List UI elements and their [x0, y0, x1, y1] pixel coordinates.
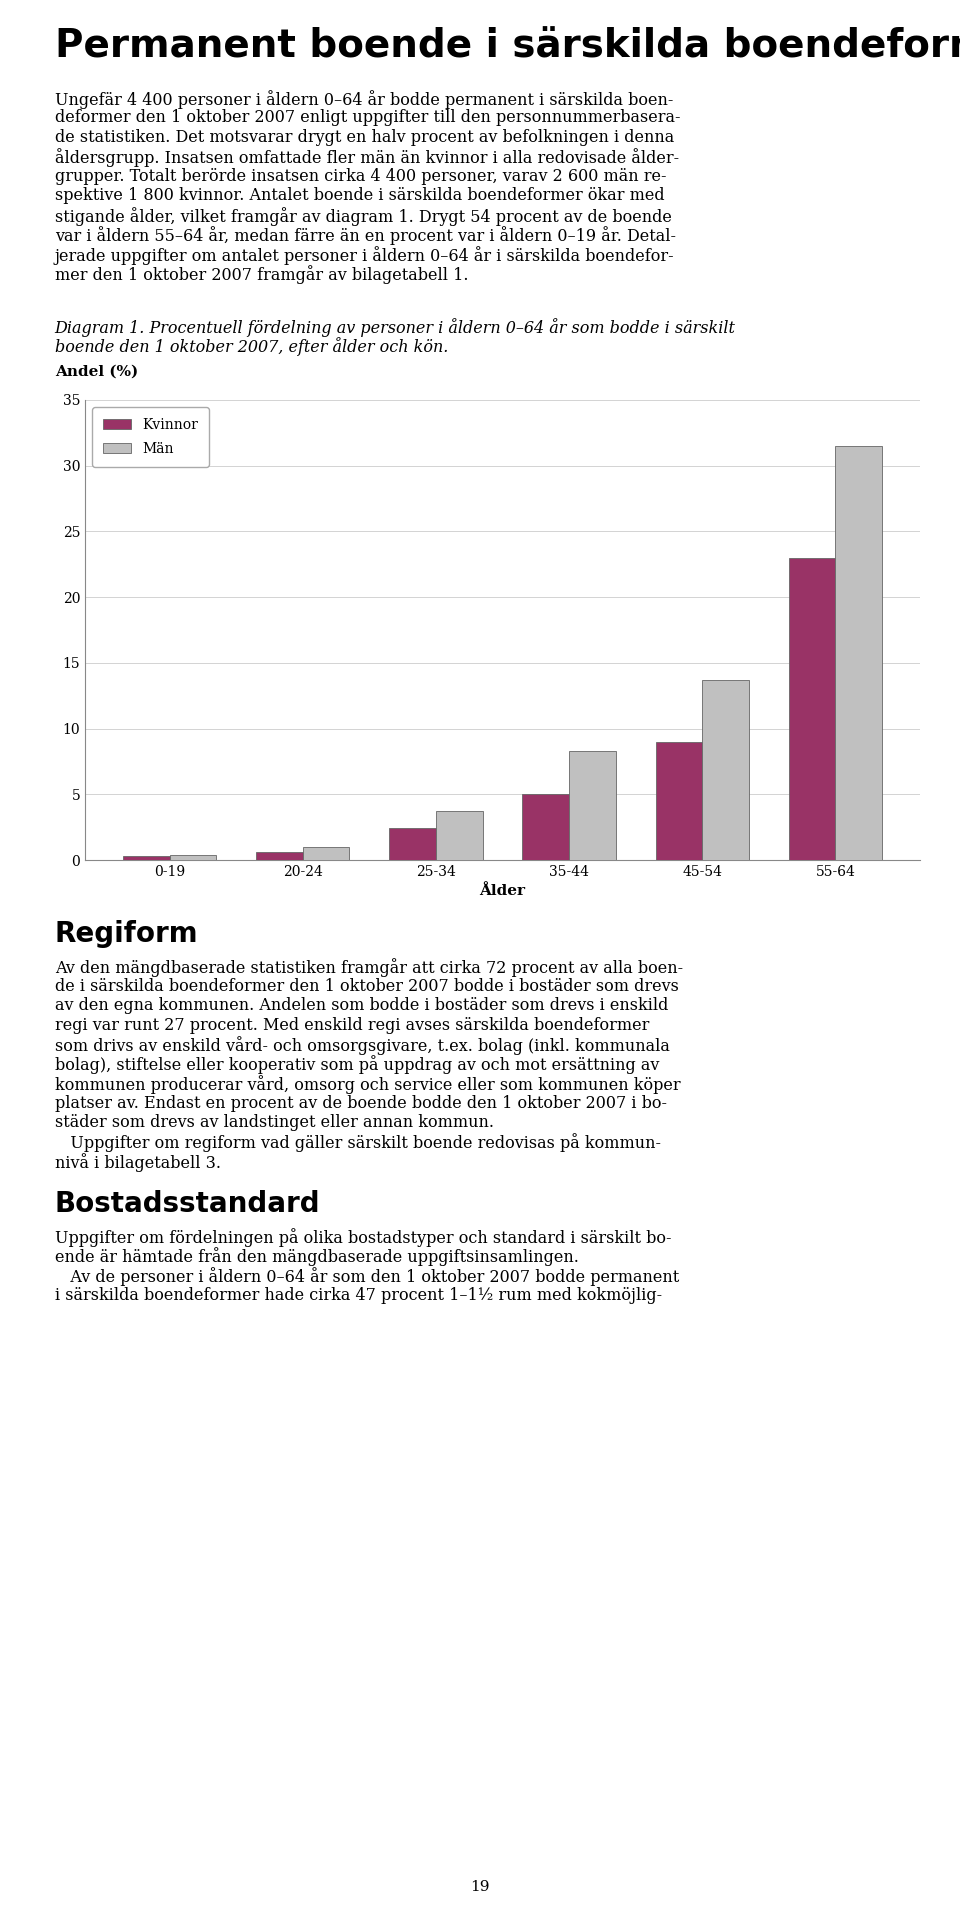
Text: deformer den 1 oktober 2007 enligt uppgifter till den personnummerbasera-: deformer den 1 oktober 2007 enligt uppgi…: [55, 109, 681, 126]
Text: boende den 1 oktober 2007, efter ålder och kön.: boende den 1 oktober 2007, efter ålder o…: [55, 338, 448, 357]
Text: Av de personer i åldern 0–64 år som den 1 oktober 2007 bodde permanent: Av de personer i åldern 0–64 år som den …: [55, 1266, 679, 1285]
Text: 19: 19: [470, 1879, 490, 1895]
Text: Ungefär 4 400 personer i åldern 0–64 år bodde permanent i särskilda boen-: Ungefär 4 400 personer i åldern 0–64 år …: [55, 90, 673, 109]
Text: av den egna kommunen. Andelen som bodde i bostäder som drevs i enskild: av den egna kommunen. Andelen som bodde …: [55, 997, 668, 1014]
Text: var i åldern 55–64 år, medan färre än en procent var i åldern 0–19 år. Detal-: var i åldern 55–64 år, medan färre än en…: [55, 227, 676, 244]
Text: ende är hämtade från den mängdbaserade uppgiftsinsamlingen.: ende är hämtade från den mängdbaserade u…: [55, 1247, 579, 1266]
Text: kommunen producerar vård, omsorg och service eller som kommunen köper: kommunen producerar vård, omsorg och ser…: [55, 1075, 681, 1094]
Text: stigande ålder, vilket framgår av diagram 1. Drygt 54 procent av de boende: stigande ålder, vilket framgår av diagra…: [55, 206, 672, 225]
Text: städer som drevs av landstinget eller annan kommun.: städer som drevs av landstinget eller an…: [55, 1114, 493, 1131]
X-axis label: Ålder: Ålder: [479, 884, 525, 898]
Text: de statistiken. Det motsvarar drygt en halv procent av befolkningen i denna: de statistiken. Det motsvarar drygt en h…: [55, 130, 674, 145]
Text: åldersgrupp. Insatsen omfattade fler män än kvinnor i alla redovisade ålder-: åldersgrupp. Insatsen omfattade fler män…: [55, 149, 679, 168]
Bar: [569, 751, 615, 860]
Bar: [170, 856, 216, 860]
Bar: [123, 856, 170, 860]
Text: Bostadsstandard: Bostadsstandard: [55, 1190, 321, 1219]
Text: Regiform: Regiform: [55, 921, 199, 947]
Bar: [703, 680, 749, 860]
Bar: [656, 741, 703, 860]
Text: grupper. Totalt berörde insatsen cirka 4 400 personer, varav 2 600 män re-: grupper. Totalt berörde insatsen cirka 4…: [55, 168, 666, 185]
Text: platser av. Endast en procent av de boende bodde den 1 oktober 2007 i bo-: platser av. Endast en procent av de boen…: [55, 1094, 666, 1112]
Bar: [522, 795, 569, 860]
Bar: [256, 852, 302, 860]
Text: Av den mängdbaserade statistiken framgår att cirka 72 procent av alla boen-: Av den mängdbaserade statistiken framgår…: [55, 959, 683, 976]
Bar: [835, 447, 882, 860]
Text: Andel (%): Andel (%): [55, 365, 138, 378]
Text: bolag), stiftelse eller kooperativ som på uppdrag av och mot ersättning av: bolag), stiftelse eller kooperativ som p…: [55, 1056, 660, 1075]
Text: Permanent boende i särskilda boendeformer: Permanent boende i särskilda boendeforme…: [55, 29, 960, 67]
Text: de i särskilda boendeformer den 1 oktober 2007 bodde i bostäder som drevs: de i särskilda boendeformer den 1 oktobe…: [55, 978, 679, 995]
Text: mer den 1 oktober 2007 framgår av bilagetabell 1.: mer den 1 oktober 2007 framgår av bilage…: [55, 265, 468, 285]
Text: Uppgifter om regiform vad gäller särskilt boende redovisas på kommun-: Uppgifter om regiform vad gäller särskil…: [55, 1133, 660, 1152]
Bar: [789, 558, 835, 860]
Text: regi var runt 27 procent. Med enskild regi avses särskilda boendeformer: regi var runt 27 procent. Med enskild re…: [55, 1016, 649, 1033]
Text: spektive 1 800 kvinnor. Antalet boende i särskilda boendeformer ökar med: spektive 1 800 kvinnor. Antalet boende i…: [55, 187, 664, 204]
Text: nivå i bilagetabell 3.: nivå i bilagetabell 3.: [55, 1154, 221, 1173]
Text: jerade uppgifter om antalet personer i åldern 0–64 år i särskilda boendefor-: jerade uppgifter om antalet personer i å…: [55, 246, 674, 265]
Legend: Kvinnor, Män: Kvinnor, Män: [92, 407, 209, 466]
Text: Uppgifter om fördelningen på olika bostadstyper och standard i särskilt bo-: Uppgifter om fördelningen på olika bosta…: [55, 1228, 671, 1247]
Bar: [390, 829, 436, 860]
Text: som drivs av enskild vård- och omsorgsgivare, t.ex. bolag (inkl. kommunala: som drivs av enskild vård- och omsorgsgi…: [55, 1035, 669, 1054]
Bar: [436, 812, 483, 860]
Text: i särskilda boendeformer hade cirka 47 procent 1–1½ rum med kokmöjlig-: i särskilda boendeformer hade cirka 47 p…: [55, 1287, 661, 1303]
Bar: [302, 846, 349, 860]
Text: Diagram 1. Procentuell fördelning av personer i åldern 0–64 år som bodde i särsk: Diagram 1. Procentuell fördelning av per…: [55, 317, 735, 336]
